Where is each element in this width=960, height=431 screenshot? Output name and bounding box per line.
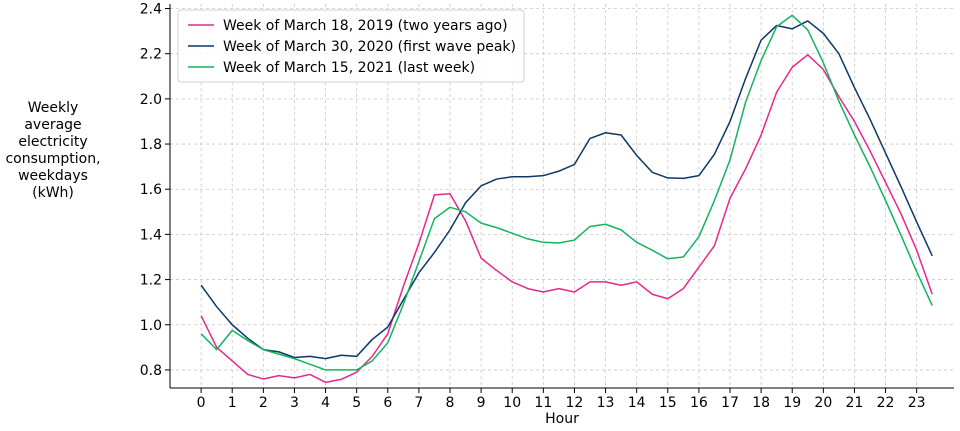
- y-tick-label: 2.0: [140, 92, 162, 108]
- legend-label-2: Week of March 30, 2020 (first wave peak): [223, 39, 516, 55]
- x-tick-label: 22: [877, 395, 895, 411]
- y-tick-label: 2.4: [140, 2, 162, 18]
- x-tick-label: 12: [566, 395, 584, 411]
- x-tick-label: 8: [446, 395, 455, 411]
- x-tick-label: 2: [259, 395, 268, 411]
- y-tick-label: 1.6: [140, 182, 162, 198]
- x-tick-label: 3: [290, 395, 299, 411]
- series-line-1: [200, 54, 933, 384]
- y-tick-label: 1.0: [140, 318, 162, 334]
- x-tick-label: 15: [659, 395, 677, 411]
- x-tick-label: 17: [721, 395, 739, 411]
- y-tick-label: 2.2: [140, 47, 162, 63]
- x-tick-label: 18: [752, 395, 770, 411]
- x-tick-label: 11: [534, 395, 552, 411]
- x-tick-label: 13: [597, 395, 615, 411]
- x-tick-label: 10: [503, 395, 521, 411]
- x-tick-label: 4: [321, 395, 330, 411]
- x-tick-label: 23: [908, 395, 926, 411]
- legend-box: [177, 9, 525, 83]
- series-line-2: [200, 20, 933, 360]
- x-tick-label: 20: [814, 395, 832, 411]
- y-axis-label: Weekly average electricity consumption, …: [5, 100, 101, 201]
- y-tick-label: 0.8: [140, 363, 162, 379]
- series-lines: [200, 14, 933, 384]
- axes: [165, 4, 954, 393]
- legend-label-3: Week of March 15, 2021 (last week): [223, 60, 475, 76]
- legend: Week of March 18, 2019 (two years ago) We…: [177, 9, 525, 83]
- x-tick-label: 0: [197, 395, 206, 411]
- x-tick-label: 21: [846, 395, 864, 411]
- x-tick-label: 9: [477, 395, 486, 411]
- series-line-3: [200, 14, 933, 371]
- x-tick-label: 7: [414, 395, 423, 411]
- x-tick-label: 16: [690, 395, 708, 411]
- x-tick-label: 6: [383, 395, 392, 411]
- x-tick-label: 1: [228, 395, 237, 411]
- y-tick-label: 1.4: [140, 227, 162, 243]
- x-tick-label: 19: [783, 395, 801, 411]
- y-tick-label: 1.8: [140, 137, 162, 153]
- x-tick-label: 5: [352, 395, 361, 411]
- tick-labels: 0 1 2 3 4 5 6 7 8 9 10 11 12 13 14 15 16 17 18 19 20 21 22 230.…: [140, 2, 926, 411]
- legend-label-1: Week of March 18, 2019 (two years ago): [223, 18, 508, 34]
- y-tick-label: 1.2: [140, 273, 162, 289]
- x-tick-label: 14: [628, 395, 646, 411]
- x-axis-label: Hour: [545, 411, 579, 427]
